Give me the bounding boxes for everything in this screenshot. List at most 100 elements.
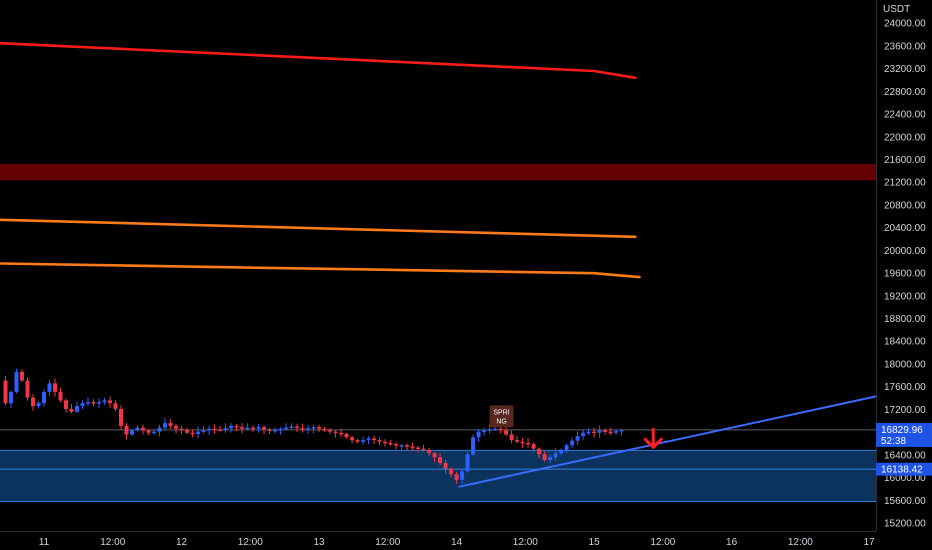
x-tick-label: 12:00	[100, 537, 125, 548]
y-tick-label: 19200.00	[884, 291, 926, 302]
trend-line-1[interactable]	[0, 218, 637, 239]
candle-body	[240, 427, 245, 429]
candle-body	[487, 429, 492, 431]
candle-body	[218, 429, 223, 431]
candle-body	[344, 433, 349, 438]
arrow-shape	[643, 427, 663, 449]
x-tick-label: 12	[176, 537, 188, 548]
trend-lines[interactable]	[0, 41, 877, 488]
candle-body	[306, 428, 311, 430]
candle-body	[53, 383, 58, 392]
candle-body	[36, 403, 41, 407]
candle-body	[9, 391, 14, 404]
candle-body	[168, 423, 173, 426]
marker-label: SPRI	[493, 409, 509, 416]
candle-body	[174, 425, 179, 429]
candle-body	[405, 445, 410, 447]
trend-line-0[interactable]	[0, 41, 637, 80]
y-tick-label: 22400.00	[884, 110, 926, 121]
candle-body	[322, 428, 327, 431]
candle-body	[586, 431, 591, 434]
x-tick-label: 12:00	[238, 537, 263, 548]
candle-body	[234, 425, 239, 428]
candle-body	[223, 428, 228, 430]
candle-body	[509, 434, 514, 441]
y-tick-label: 20000.00	[884, 246, 926, 257]
candle-body	[394, 444, 399, 446]
x-tick-label: 16	[726, 537, 738, 548]
candle-body	[267, 429, 272, 431]
candle-body	[443, 462, 448, 469]
candle-body	[141, 427, 146, 431]
candle-body	[498, 428, 503, 431]
candle-body	[465, 454, 470, 472]
x-tick-label: 12:00	[375, 537, 400, 548]
y-tick-label: 17200.00	[884, 405, 926, 416]
candles	[3, 368, 624, 485]
candle-body	[113, 403, 118, 409]
candle-body	[537, 448, 542, 455]
candle-body	[47, 383, 52, 392]
candle-body	[64, 400, 69, 409]
candle-body	[531, 444, 536, 449]
candle-body	[377, 440, 382, 442]
y-tick-label: 16400.00	[884, 450, 926, 461]
candle-body	[31, 397, 36, 407]
candle-body	[14, 371, 19, 392]
candle-body	[207, 428, 212, 431]
y-tick-label: 21200.00	[884, 178, 926, 189]
candle-body	[108, 400, 113, 404]
candle-body	[361, 440, 366, 442]
candle-body	[262, 427, 267, 430]
candle-body	[553, 453, 558, 458]
candle-body	[146, 430, 151, 433]
candle-body	[416, 447, 421, 450]
candle-body	[75, 406, 80, 412]
candle-body	[157, 427, 162, 432]
candle-body	[438, 457, 443, 463]
marker-label: NG	[496, 418, 507, 425]
candle-body	[432, 453, 437, 458]
candle-body	[212, 428, 217, 431]
x-tick-label: 12:00	[650, 537, 675, 548]
y-tick-label: 17600.00	[884, 382, 926, 393]
candle-body	[614, 431, 619, 433]
candle-body	[482, 430, 487, 432]
candle-body	[300, 428, 305, 430]
candle-body	[273, 429, 278, 432]
candle-body	[410, 446, 415, 448]
candle-body	[91, 402, 96, 404]
candle-body	[476, 431, 481, 438]
candle-body	[619, 429, 624, 432]
y-axis[interactable]: 24000.00 23600.00 23200.00 22800.00 22400.00…	[884, 19, 926, 530]
candle-body	[328, 429, 333, 432]
candle-body	[25, 380, 30, 398]
y-tick-label: 23600.00	[884, 41, 926, 52]
candle-body	[421, 448, 426, 451]
y-tick-label: 23200.00	[884, 64, 926, 75]
x-tick-label: 15	[589, 537, 601, 548]
y-tick-label: 20400.00	[884, 223, 926, 234]
trend-line-2[interactable]	[0, 262, 641, 279]
candle-body	[388, 442, 393, 445]
candle-body	[163, 423, 168, 428]
trend-line-3[interactable]	[458, 395, 877, 488]
candle-body	[366, 438, 371, 441]
x-axis[interactable]: 11 12:00 12 12:00 13 12:00 14 12:00 15 12:00 16 12:…	[39, 537, 875, 548]
candle-body	[185, 429, 190, 433]
candle-body	[597, 430, 602, 433]
candle-body	[86, 402, 91, 404]
candle-body	[570, 440, 575, 446]
candle-body	[201, 430, 206, 432]
candle-body	[581, 432, 586, 437]
candle-body	[42, 391, 47, 404]
candle-body	[119, 408, 124, 426]
spring-marker: SPRI NG	[489, 405, 514, 428]
candle-body	[190, 432, 195, 435]
y-tick-label: 18000.00	[884, 359, 926, 370]
candle-body	[526, 442, 531, 445]
y-tick-label: 18400.00	[884, 337, 926, 348]
candle-body	[372, 438, 377, 441]
